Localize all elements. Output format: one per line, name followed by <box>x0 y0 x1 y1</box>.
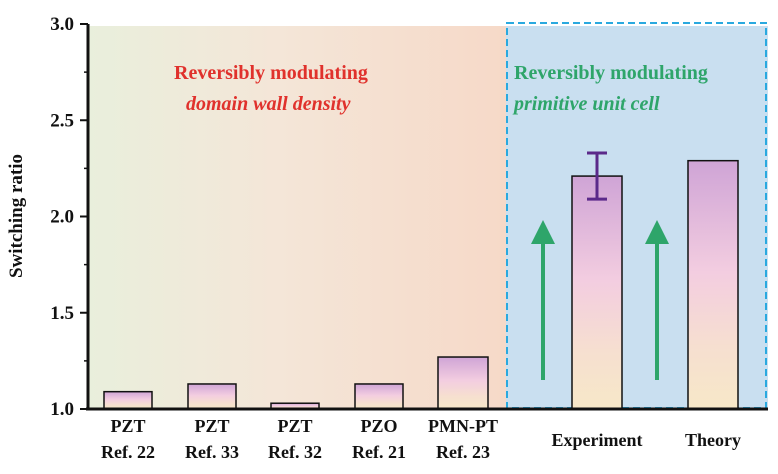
x-category-label-6: Theory <box>685 430 741 450</box>
y-tick-label-2: 2.0 <box>50 207 74 228</box>
left-panel-background <box>88 26 506 408</box>
right-annotation-line2: primitive unit cell <box>512 93 660 115</box>
bar-1 <box>187 383 237 410</box>
right-annotation-line1: Reversibly modulating <box>514 62 708 84</box>
x-category-label-0: PZT <box>110 416 145 436</box>
x-category-label-1: PZT <box>194 416 229 436</box>
left-annotation-line1: Reversibly modulating <box>174 62 368 84</box>
bar-4 <box>437 356 489 410</box>
bars-group <box>103 159 739 410</box>
error-bars-group <box>587 151 607 201</box>
x-category-label-4: PMN-PT <box>428 416 498 436</box>
bar-5 <box>571 175 623 410</box>
y-tick-label-3: 2.5 <box>50 110 74 131</box>
x-category-ref-3: Ref. 21 <box>352 442 406 462</box>
x-category-ref-0: Ref. 22 <box>101 442 155 462</box>
x-category-label-5: Experiment <box>552 430 643 450</box>
y-tick-label-1: 1.5 <box>50 303 74 324</box>
y-tick-label-0: 1.0 <box>50 399 74 420</box>
y-ticks-group: 1.0 1.5 2.0 2.5 3.0 <box>50 14 88 420</box>
bar-0 <box>103 390 153 410</box>
x-category-label-2: PZT <box>277 416 312 436</box>
y-axis-label: Switching ratio <box>6 154 27 278</box>
bar-3 <box>354 383 404 410</box>
x-category-ref-2: Ref. 32 <box>268 442 322 462</box>
x-categories-group: PZT Ref. 22 PZT Ref. 33 PZT Ref. 32 PZO Ref. 21… <box>101 416 741 462</box>
bar-6 <box>687 159 739 410</box>
left-annotation-line2: domain wall density <box>186 93 351 115</box>
x-category-ref-4: Ref. 23 <box>436 442 490 462</box>
y-tick-label-4: 3.0 <box>50 14 74 35</box>
x-category-ref-1: Ref. 33 <box>185 442 239 462</box>
x-category-label-3: PZO <box>360 416 397 436</box>
